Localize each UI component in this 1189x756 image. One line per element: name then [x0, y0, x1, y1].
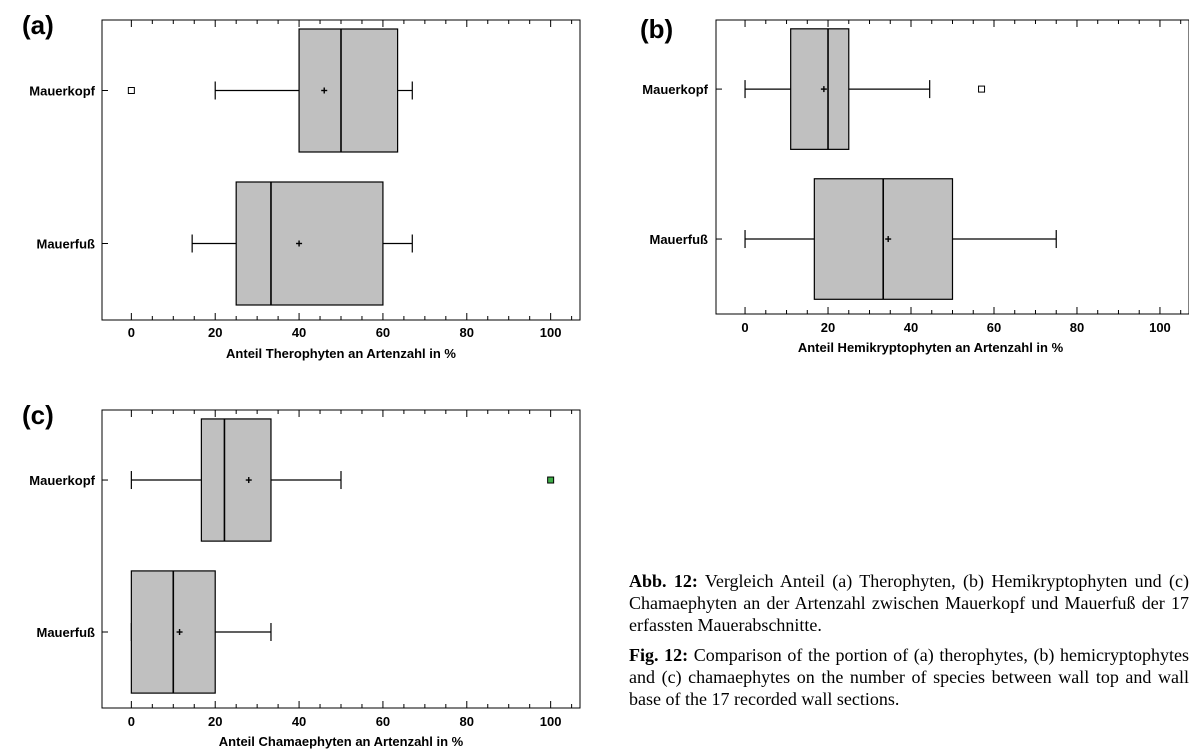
figure-caption: Abb. 12: Vergleich Anteil (a) Therophyte…	[629, 570, 1189, 718]
box-mauerkopf: Mauerkopf	[29, 418, 555, 542]
category-label: Mauerkopf	[29, 84, 95, 99]
x-tick-label: 20	[208, 325, 222, 340]
x-tick-label: 40	[292, 325, 306, 340]
x-tick-label: 80	[460, 325, 474, 340]
outlier-point	[547, 476, 555, 484]
iqr-box	[790, 28, 850, 150]
box-panel-1: (a) 0 20 40 60 80 100 Anteil Therophyten an Art…	[22, 10, 581, 361]
caption-german-text: Vergleich Anteil (a) Therophyten, (b) He…	[629, 571, 1189, 635]
box-mauerfuss: Mauerfuß	[650, 178, 1057, 300]
category-label: Mauerfuß	[37, 625, 96, 640]
box-mauerfuss: Mauerfuß	[37, 570, 272, 694]
x-tick-label: 100	[540, 325, 562, 340]
panel-label: (c)	[22, 400, 54, 430]
box-mauerkopf: Mauerkopf	[642, 28, 986, 150]
outlier-point	[127, 87, 135, 94]
category-label: Mauerkopf	[642, 82, 708, 97]
caption-german: Abb. 12: Vergleich Anteil (a) Therophyte…	[629, 570, 1189, 636]
x-tick-label: 0	[128, 714, 135, 729]
x-tick-label: 80	[1070, 320, 1084, 335]
x-axis-title: Anteil Therophyten an Artenzahl in %	[226, 346, 456, 361]
iqr-box	[298, 28, 399, 153]
iqr-box	[200, 418, 272, 542]
x-tick-label: 0	[741, 320, 748, 335]
category-label: Mauerfuß	[650, 232, 709, 247]
x-tick-label: 100	[540, 714, 562, 729]
x-tick-label: 40	[292, 714, 306, 729]
x-tick-label: 40	[904, 320, 918, 335]
x-tick-label: 20	[821, 320, 835, 335]
x-tick-label: 0	[128, 325, 135, 340]
caption-english-label: Fig. 12:	[629, 645, 689, 665]
box-panel-3: (c) 0 20 40 60 80 100 Anteil Chamaephyten an Ar…	[22, 400, 581, 749]
box-mauerkopf: Mauerkopf	[29, 28, 413, 153]
x-tick-label: 80	[460, 714, 474, 729]
category-label: Mauerkopf	[29, 473, 95, 488]
x-tick-label: 60	[376, 325, 390, 340]
panel-label: (b)	[640, 14, 673, 44]
x-tick-label: 60	[376, 714, 390, 729]
caption-german-label: Abb. 12:	[629, 571, 698, 591]
x-tick-label: 60	[987, 320, 1001, 335]
iqr-box	[235, 181, 384, 306]
box-panel-2: (b) 0 20 40 60 80 100 Anteil Hemikryptophyten a…	[640, 14, 1189, 355]
box-mauerfuss: Mauerfuß	[37, 181, 413, 306]
x-tick-label: 20	[208, 714, 222, 729]
x-axis-title: Anteil Hemikryptophyten an Artenzahl in …	[798, 340, 1064, 355]
outlier-point	[978, 85, 986, 93]
caption-english: Fig. 12: Comparison of the portion of (a…	[629, 644, 1189, 710]
category-label: Mauerfuß	[37, 237, 96, 252]
x-axis-title: Anteil Chamaephyten an Artenzahl in %	[219, 734, 464, 749]
panel-label: (a)	[22, 10, 54, 40]
caption-english-text: Comparison of the portion of (a) theroph…	[629, 645, 1189, 709]
x-tick-label: 100	[1149, 320, 1171, 335]
